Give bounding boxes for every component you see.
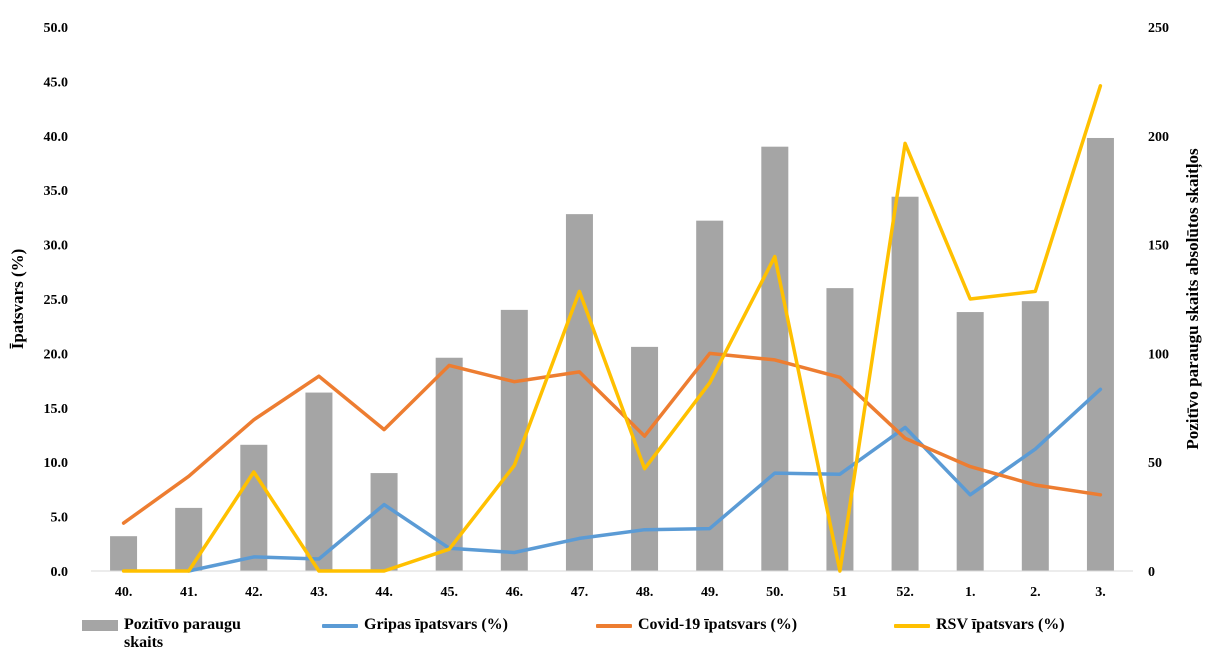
legend-swatch-rsv xyxy=(894,624,930,628)
legend-label-line-2: skaits xyxy=(124,634,164,651)
x-tick-label: 51 xyxy=(833,585,847,600)
series-line xyxy=(121,84,1103,573)
x-tick-label: 45. xyxy=(440,585,458,600)
x-tick-label: 47. xyxy=(571,585,589,600)
legend-item-positive-samples: Pozitīvo paraugu skaits xyxy=(82,616,241,652)
y-tick-label: 45.0 xyxy=(44,75,69,90)
x-tick-label: 43. xyxy=(310,585,328,600)
x-tick-label: 3. xyxy=(1095,585,1106,600)
bar xyxy=(1086,137,1114,571)
left-axis-title: Īpatsvars (%) xyxy=(8,249,27,350)
y-tick-label: 15.0 xyxy=(44,402,69,417)
right-axis-ticks: 0 50 100 150 200 250 xyxy=(1148,21,1169,580)
legend-label-line-1: Pozitīvo paraugu xyxy=(124,616,241,633)
y-tick-label: 30.0 xyxy=(44,239,69,254)
legend-item-rsv: RSV īpatsvars (%) xyxy=(894,616,1065,634)
y-tick-label: 20.0 xyxy=(44,347,69,362)
legend-swatch-gripas xyxy=(322,624,358,628)
series-line xyxy=(186,387,1103,573)
legend-label-rsv: RSV īpatsvars (%) xyxy=(936,616,1065,633)
line-series xyxy=(121,84,1103,573)
x-tick-label: 41. xyxy=(180,585,198,600)
x-tick-label: 46. xyxy=(506,585,524,600)
bar-series xyxy=(110,137,1114,572)
bar xyxy=(956,312,984,571)
y-tick-label: 40.0 xyxy=(44,130,69,145)
legend-label-positive-samples: Pozitīvo paraugu skaits xyxy=(124,616,241,652)
left-axis-ticks: 0.0 5.0 10.0 15.0 20.0 25.0 30.0 35.0 40.0 45.0 50… xyxy=(44,21,69,580)
legend-item-gripas: Gripas īpatsvars (%) xyxy=(322,616,508,634)
y2-tick-label: 150 xyxy=(1148,239,1169,254)
bar xyxy=(305,392,333,571)
y-tick-label: 5.0 xyxy=(51,511,69,526)
y2-tick-label: 100 xyxy=(1148,347,1169,362)
bar xyxy=(240,444,268,571)
right-axis-title: Pozitīvo paraugu skaits absolūtos skaitļ… xyxy=(1183,148,1203,450)
bar xyxy=(175,507,203,571)
x-tick-label: 49. xyxy=(701,585,719,600)
x-tick-label: 40. xyxy=(115,585,133,600)
x-axis-ticks: 40. 41. 42. 43. 44. 45. 46. 47. 48. 49. 50. 51 52. 1.… xyxy=(115,585,1106,600)
series-line xyxy=(121,351,1103,525)
bar xyxy=(110,536,138,571)
x-tick-label: 42. xyxy=(245,585,263,600)
y-tick-label: 50.0 xyxy=(44,21,69,36)
y-tick-label: 0.0 xyxy=(51,565,69,580)
legend-label-gripas: Gripas īpatsvars (%) xyxy=(364,616,508,633)
x-tick-label: 2. xyxy=(1030,585,1041,600)
y-tick-label: 10.0 xyxy=(44,456,69,471)
x-tick-label: 48. xyxy=(636,585,654,600)
x-tick-label: 50. xyxy=(766,585,784,600)
x-tick-label: 52. xyxy=(896,585,914,600)
legend-label-covid: Covid-19 īpatsvars (%) xyxy=(638,616,798,633)
legend-swatch-bar xyxy=(82,620,118,631)
x-tick-label: 1. xyxy=(965,585,976,600)
bar xyxy=(1021,301,1049,571)
legend-item-covid: Covid-19 īpatsvars (%) xyxy=(596,616,797,634)
y2-tick-label: 0 xyxy=(1148,565,1155,580)
bar xyxy=(370,473,398,571)
y-tick-label: 25.0 xyxy=(44,293,69,308)
x-tick-label: 44. xyxy=(375,585,393,600)
bar xyxy=(565,214,593,572)
bar xyxy=(891,196,919,571)
legend: Pozitīvo paraugu skaits Gripas īpatsvars… xyxy=(82,616,1162,652)
y2-tick-label: 200 xyxy=(1148,130,1169,145)
y-tick-label: 35.0 xyxy=(44,184,69,199)
y2-tick-label: 50 xyxy=(1148,456,1162,471)
legend-swatch-covid xyxy=(596,624,632,628)
y2-tick-label: 250 xyxy=(1148,21,1169,36)
